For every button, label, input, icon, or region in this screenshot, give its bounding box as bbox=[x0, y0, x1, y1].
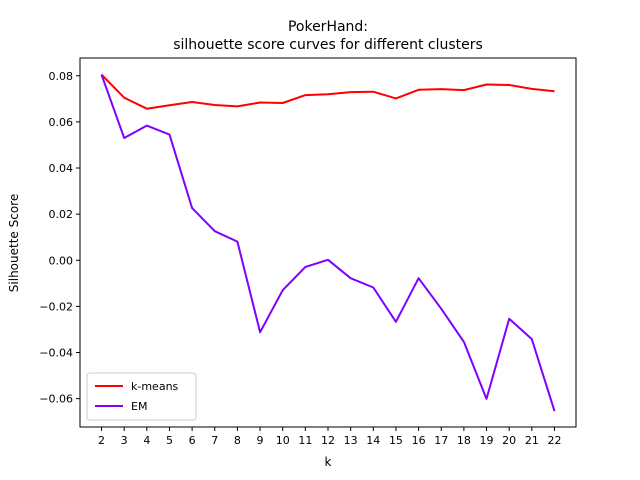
chart-subtitle: silhouette score curves for different cl… bbox=[173, 37, 483, 53]
y-tick-label: 0.04 bbox=[49, 162, 74, 175]
plot-area: 2 3 4 5 6 7 8 9 10 11 12 13 14 15 16 17 18 19 20 21 22 0.08 0.… bbox=[39, 57, 577, 447]
y-tick-label: 0.02 bbox=[49, 208, 74, 221]
x-tick-label: 5 bbox=[166, 434, 173, 447]
x-tick-label: 9 bbox=[257, 434, 264, 447]
x-axis-label: k bbox=[325, 455, 332, 469]
x-tick-label: 22 bbox=[547, 434, 561, 447]
x-tick-label: 17 bbox=[434, 434, 448, 447]
x-tick-label: 4 bbox=[143, 434, 150, 447]
legend: k-means EM bbox=[86, 372, 197, 421]
y-tick-label: −0.04 bbox=[39, 347, 73, 360]
x-tick-label: 18 bbox=[457, 434, 471, 447]
y-tick-label: −0.06 bbox=[39, 393, 73, 406]
x-tick-label: 11 bbox=[298, 434, 312, 447]
y-tick-label: −0.02 bbox=[39, 300, 73, 313]
y-axis-label: Silhouette Score bbox=[7, 194, 21, 292]
x-tick-label: 7 bbox=[211, 434, 218, 447]
x-tick-label: 8 bbox=[234, 434, 241, 447]
x-tick-label: 13 bbox=[344, 434, 358, 447]
y-tick-label: 0.08 bbox=[49, 70, 74, 83]
series-line-em bbox=[100, 74, 556, 412]
x-tick-label: 3 bbox=[121, 434, 128, 447]
x-tick-label: 6 bbox=[189, 434, 196, 447]
x-tick-label: 10 bbox=[276, 434, 290, 447]
series-line-k-means bbox=[100, 73, 555, 110]
y-tick-label: 0.00 bbox=[49, 254, 74, 267]
x-tick-label: 20 bbox=[502, 434, 516, 447]
x-tick-label: 15 bbox=[389, 434, 403, 447]
y-tick-label: 0.06 bbox=[49, 116, 74, 129]
legend-label: EM bbox=[131, 400, 147, 413]
x-tick-label: 12 bbox=[321, 434, 335, 447]
x-tick-label: 16 bbox=[412, 434, 426, 447]
legend-label: k-means bbox=[131, 380, 179, 393]
legend-box bbox=[86, 372, 197, 421]
x-tick-label: 2 bbox=[98, 434, 105, 447]
x-tick-label: 19 bbox=[480, 434, 494, 447]
x-tick-label: 14 bbox=[366, 434, 380, 447]
x-tick-label: 21 bbox=[525, 434, 539, 447]
chart-title: PokerHand: bbox=[288, 19, 368, 35]
plot-frame bbox=[79, 57, 577, 428]
